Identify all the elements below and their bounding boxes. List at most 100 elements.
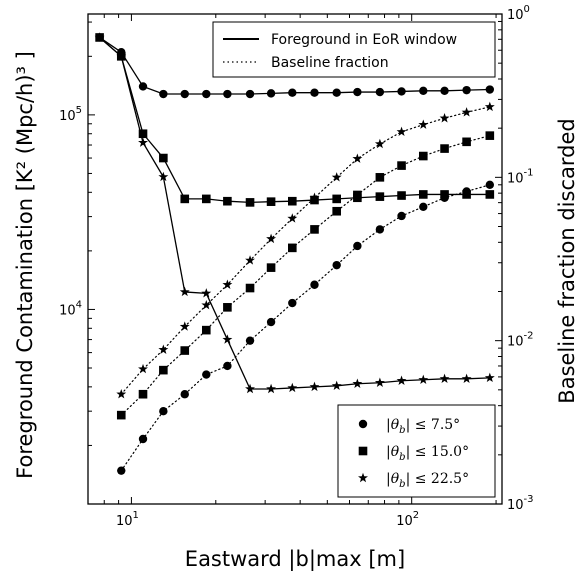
- y-right-tick-label: 10-2: [507, 331, 534, 350]
- data-point-circle: [288, 298, 297, 308]
- legend-foreground-label: Foreground in EoR window: [271, 32, 457, 48]
- data-point-star: [418, 374, 429, 384]
- legend-baseline-fraction-label: Baseline fraction: [271, 55, 389, 71]
- data-point-star: [374, 138, 385, 149]
- data-point-star: [439, 113, 450, 123]
- data-point-square: [245, 283, 255, 293]
- data-point-circle: [266, 89, 276, 98]
- data-point-star: [138, 137, 148, 147]
- data-point-star: [201, 288, 212, 298]
- data-point-square: [288, 243, 297, 253]
- data-point-circle: [138, 434, 148, 444]
- data-point-square: [485, 190, 495, 199]
- data-point-star: [484, 101, 495, 112]
- data-point-square: [180, 346, 190, 355]
- data-point-square: [201, 194, 211, 204]
- data-point-star: [396, 126, 407, 137]
- data-point-circle: [266, 317, 276, 327]
- data-point-circle: [310, 88, 319, 97]
- legend-star-marker: [358, 472, 368, 483]
- data-point-star: [245, 383, 255, 394]
- data-point-square: [223, 303, 232, 312]
- data-point-square: [375, 192, 385, 201]
- data-point-star: [158, 344, 169, 354]
- data-point-star: [287, 382, 298, 393]
- y-axis-left-label: Foreground Contamination [K² (Mpc/h)³ ]: [13, 51, 37, 479]
- data-point-square: [180, 194, 190, 204]
- data-point-star: [287, 213, 298, 223]
- data-point-square: [159, 153, 168, 163]
- y-right-tick-label: 10-1: [507, 167, 534, 186]
- data-point-square: [440, 144, 449, 153]
- data-point-star: [484, 372, 495, 383]
- circle-foreground-series: [95, 33, 495, 99]
- data-point-circle: [310, 280, 319, 289]
- data-point-star: [245, 255, 255, 265]
- data-point-circle: [332, 88, 341, 97]
- x-tick-label: 101: [116, 510, 139, 529]
- data-point-circle: [159, 89, 168, 99]
- data-point-star: [179, 321, 190, 331]
- x-tick-label: 102: [396, 510, 419, 529]
- data-point-star: [352, 153, 363, 163]
- data-point-square: [310, 195, 319, 205]
- data-point-star: [116, 389, 127, 399]
- data-point-circle: [419, 202, 428, 212]
- data-point-circle: [245, 336, 255, 345]
- line-style-legend-box: [212, 21, 496, 78]
- line-style-legend: Foreground in EoR window Baseline fracti…: [212, 21, 496, 78]
- data-point-square: [116, 410, 126, 420]
- star-foreground-series: [94, 32, 495, 394]
- data-point-star: [116, 51, 127, 61]
- data-point-square: [138, 389, 148, 399]
- data-point-circle: [245, 89, 255, 99]
- plot-frame: [87, 13, 503, 505]
- data-point-star: [309, 192, 320, 202]
- data-point-square: [266, 197, 276, 206]
- data-point-square: [266, 263, 276, 272]
- data-point-star: [201, 299, 212, 310]
- data-point-circle: [288, 88, 297, 97]
- data-point-circle: [138, 82, 148, 91]
- y-left-tick-label: 104: [59, 299, 82, 318]
- legend-circle-marker: [358, 419, 368, 429]
- star-baseline-fraction-series: [116, 101, 495, 399]
- data-point-star: [439, 373, 450, 384]
- data-point-star: [461, 373, 472, 384]
- data-point-square: [485, 131, 495, 140]
- data-point-square: [223, 196, 232, 206]
- data-point-star: [266, 383, 277, 394]
- data-point-star: [331, 380, 342, 391]
- marker-legend-label: |θb| ≤ 15.0°: [386, 444, 469, 463]
- data-point-circle: [223, 361, 232, 371]
- data-point-star: [352, 378, 363, 388]
- data-point-star: [331, 172, 342, 182]
- data-point-circle: [202, 370, 211, 379]
- marker-legend: |θb| ≤ 7.5° |θb| ≤ 15.0° |θb| ≤ 22.5°: [337, 404, 496, 498]
- data-point-circle: [353, 87, 362, 97]
- data-point-square: [288, 196, 297, 206]
- y-left-tick-label: 105: [59, 105, 82, 124]
- circle-baseline-fraction-series: [117, 180, 495, 475]
- ticks-group: [87, 13, 502, 505]
- data-point-circle: [397, 87, 406, 96]
- marker-legend-label: |θb| ≤ 22.5°: [386, 471, 469, 490]
- data-point-star: [158, 171, 169, 182]
- data-point-star: [396, 375, 407, 385]
- data-point-square: [418, 190, 428, 199]
- data-point-square: [332, 206, 341, 216]
- data-point-square: [397, 161, 406, 170]
- data-point-circle: [180, 390, 189, 399]
- data-point-star: [374, 377, 385, 387]
- data-point-circle: [117, 466, 126, 475]
- data-point-circle: [180, 89, 189, 99]
- data-point-circle: [397, 211, 406, 221]
- data-point-circle: [485, 180, 495, 190]
- data-point-square: [462, 137, 471, 147]
- data-point-square: [397, 191, 406, 200]
- data-point-circle: [353, 241, 362, 251]
- data-point-circle: [419, 86, 428, 95]
- series-line: [120, 184, 491, 472]
- data-point-circle: [440, 193, 449, 202]
